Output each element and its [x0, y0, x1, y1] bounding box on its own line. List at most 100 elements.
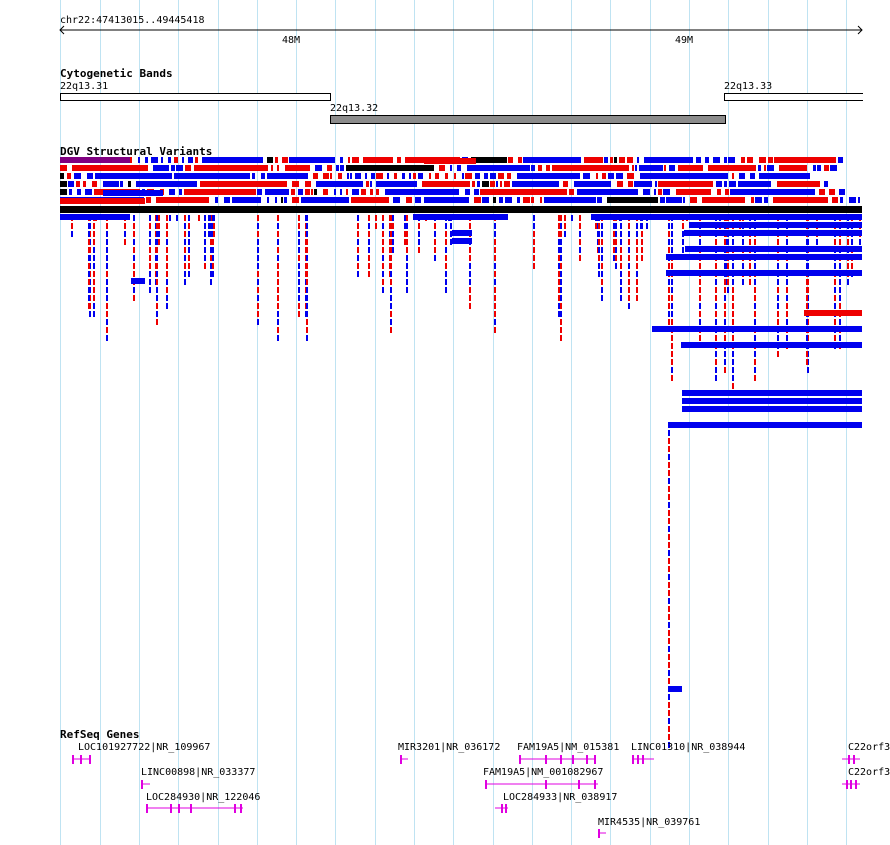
dgv-variant[interactable]	[668, 478, 670, 484]
dgv-variant[interactable]	[257, 287, 259, 293]
dgv-variant[interactable]	[161, 157, 163, 163]
dgv-variant[interactable]	[277, 271, 279, 277]
dgv-variant[interactable]	[469, 255, 471, 261]
dgv-variant[interactable]	[445, 231, 447, 237]
dgv-variant[interactable]	[93, 247, 95, 253]
dgv-variant[interactable]	[257, 303, 259, 309]
dgv-variant[interactable]	[106, 327, 108, 333]
dgv-variant[interactable]	[301, 197, 349, 203]
dgv-variant[interactable]	[371, 173, 375, 179]
dgv-variant[interactable]	[758, 165, 761, 171]
dgv-variant[interactable]	[591, 214, 696, 220]
dgv-variant[interactable]	[76, 181, 80, 187]
dgv-variant[interactable]	[179, 189, 182, 195]
dgv-variant[interactable]	[699, 295, 701, 301]
dgv-variant[interactable]	[628, 239, 630, 245]
dgv-variant[interactable]	[298, 303, 300, 309]
dgv-variant[interactable]	[277, 263, 279, 269]
dgv-variant[interactable]	[376, 173, 383, 179]
dgv-variant[interactable]	[133, 255, 135, 261]
dgv-variant[interactable]	[136, 181, 197, 187]
dgv-variant[interactable]	[210, 247, 212, 253]
dgv-variant[interactable]	[474, 197, 481, 203]
dgv-variant[interactable]	[418, 223, 420, 229]
dgv-variant[interactable]	[277, 287, 279, 293]
dgv-variant[interactable]	[774, 157, 836, 163]
dgv-variant[interactable]	[715, 351, 717, 357]
dgv-variant[interactable]	[406, 279, 408, 285]
dgv-variant[interactable]	[601, 271, 603, 277]
dgv-variant[interactable]	[156, 263, 158, 269]
dgv-variant[interactable]	[390, 223, 392, 229]
dgv-variant[interactable]	[620, 239, 622, 245]
dgv-variant[interactable]	[671, 311, 673, 317]
dgv-variant[interactable]	[445, 239, 447, 245]
dgv-variant[interactable]	[558, 239, 560, 245]
dgv-variant[interactable]	[267, 173, 308, 179]
dgv-variant[interactable]	[106, 263, 108, 269]
dgv-variant[interactable]	[169, 215, 171, 221]
dgv-variant[interactable]	[641, 223, 643, 229]
dgv-variant[interactable]	[346, 189, 348, 195]
dgv-variant[interactable]	[418, 231, 420, 237]
dgv-variant[interactable]	[739, 173, 745, 179]
dgv-variant[interactable]	[275, 157, 278, 163]
dgv-variant[interactable]	[668, 462, 670, 468]
dgv-variant[interactable]	[628, 181, 633, 187]
dgv-variant[interactable]	[195, 157, 198, 163]
dgv-variant[interactable]	[418, 173, 423, 179]
dgv-variant[interactable]	[462, 173, 464, 179]
dgv-variant[interactable]	[188, 231, 190, 237]
dgv-variant[interactable]	[382, 263, 384, 269]
dgv-variant[interactable]	[471, 157, 507, 163]
dgv-variant[interactable]	[601, 231, 603, 237]
dgv-variant[interactable]	[508, 157, 513, 163]
dgv-variant[interactable]	[153, 165, 169, 171]
dgv-variant[interactable]	[393, 197, 400, 203]
dgv-variant[interactable]	[839, 303, 841, 309]
dgv-variant[interactable]	[315, 165, 322, 171]
dgv-variant[interactable]	[839, 263, 841, 269]
dgv-variant[interactable]	[306, 335, 308, 341]
dgv-variant[interactable]	[267, 157, 273, 163]
dgv-variant[interactable]	[156, 319, 158, 325]
dgv-variant[interactable]	[596, 173, 598, 179]
dgv-variant[interactable]	[777, 181, 820, 187]
dgv-variant[interactable]	[368, 247, 370, 253]
dgv-variant[interactable]	[213, 223, 215, 229]
dgv-variant[interactable]	[851, 239, 853, 245]
dgv-variant[interactable]	[807, 367, 809, 373]
dgv-variant[interactable]	[184, 231, 186, 237]
dgv-variant[interactable]	[749, 279, 751, 285]
dgv-variant[interactable]	[727, 287, 729, 293]
dgv-variant[interactable]	[166, 303, 168, 309]
gene-model[interactable]	[842, 780, 860, 789]
dgv-variant[interactable]	[732, 303, 734, 309]
dgv-variant[interactable]	[184, 271, 186, 277]
dgv-variant[interactable]	[277, 335, 279, 341]
dgv-variant[interactable]	[754, 287, 756, 293]
dgv-variant[interactable]	[681, 342, 862, 348]
dgv-variant[interactable]	[741, 157, 745, 163]
dgv-variant[interactable]	[348, 157, 350, 163]
dgv-variant[interactable]	[824, 181, 828, 187]
dgv-variant[interactable]	[413, 173, 416, 179]
dgv-variant[interactable]	[668, 239, 670, 245]
dgv-variant-complex[interactable]	[60, 206, 862, 213]
dgv-variant[interactable]	[311, 189, 313, 195]
dgv-variant[interactable]	[668, 542, 670, 548]
dgv-variant[interactable]	[671, 359, 673, 365]
dgv-variant[interactable]	[724, 287, 726, 293]
dgv-variant[interactable]	[560, 327, 562, 333]
dgv-variant[interactable]	[357, 271, 359, 277]
dgv-variant[interactable]	[445, 287, 447, 293]
dgv-variant[interactable]	[204, 263, 206, 269]
dgv-variant[interactable]	[166, 271, 168, 277]
dgv-variant[interactable]	[392, 231, 394, 237]
dgv-variant[interactable]	[469, 303, 471, 309]
dgv-variant[interactable]	[839, 335, 841, 341]
dgv-variant[interactable]	[210, 223, 212, 229]
dgv-variant[interactable]	[370, 189, 373, 195]
dgv-variant[interactable]	[376, 189, 379, 195]
dgv-variant[interactable]	[494, 295, 496, 301]
